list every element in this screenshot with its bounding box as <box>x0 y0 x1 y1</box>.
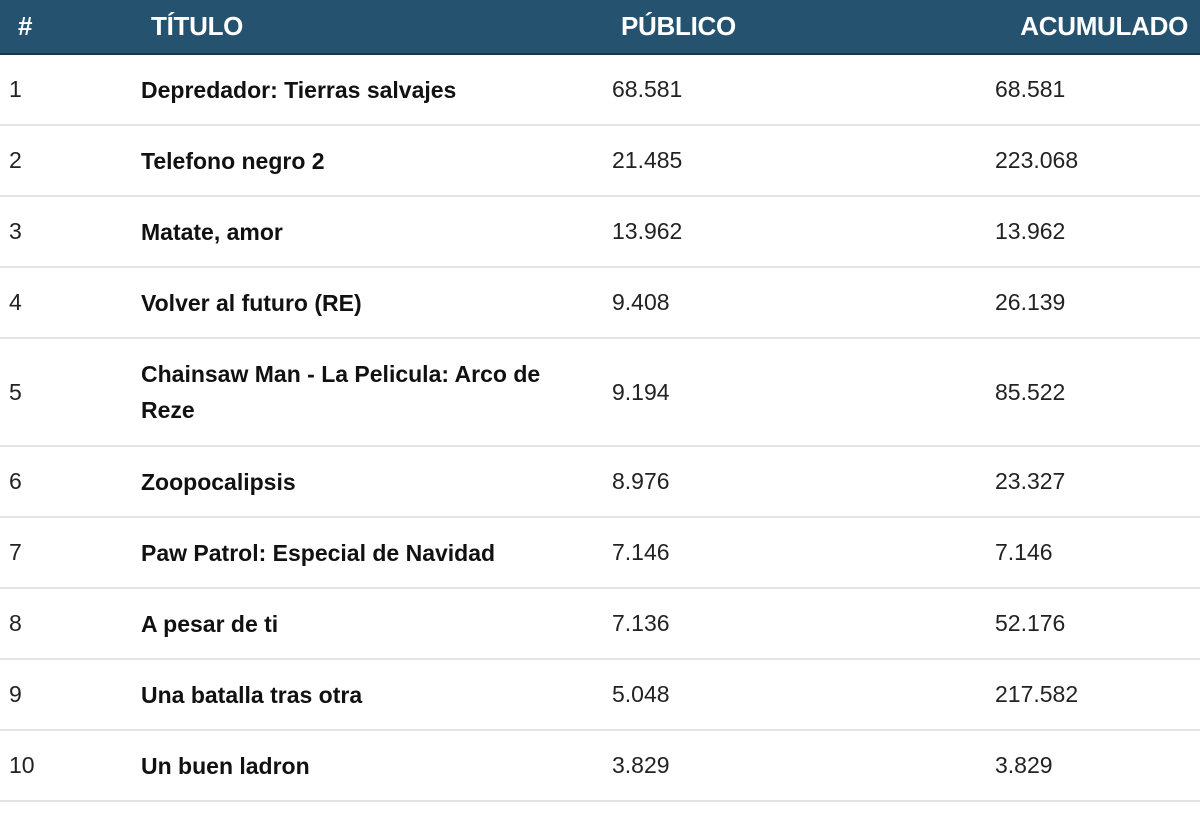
audience-cell: 13.962 <box>600 196 983 268</box>
rank-cell: 9 <box>0 659 141 731</box>
cumulative-cell: 13.962 <box>983 196 1200 268</box>
title-cell: Chainsaw Man - La Pelicula: Arco de Reze <box>141 338 600 447</box>
table-header: # TÍTULO PÚBLICO ACUMULADO <box>0 0 1200 54</box>
rank-cell: 7 <box>0 517 141 589</box>
table-row: 7 Paw Patrol: Especial de Navidad 7.146 … <box>0 517 1200 589</box>
table-row: 9 Una batalla tras otra 5.048 217.582 <box>0 659 1200 731</box>
rank-cell: 2 <box>0 125 141 197</box>
audience-cell: 7.136 <box>600 588 983 660</box>
rank-cell: 3 <box>0 196 141 268</box>
table-row: 5 Chainsaw Man - La Pelicula: Arco de Re… <box>0 338 1200 447</box>
title-cell: Zoopocalipsis <box>141 446 600 518</box>
cumulative-cell: 217.582 <box>983 659 1200 731</box>
rank-cell: 8 <box>0 588 141 660</box>
audience-cell: 7.146 <box>600 517 983 589</box>
title-cell: A pesar de ti <box>141 588 600 660</box>
cumulative-cell: 223.068 <box>983 125 1200 197</box>
cumulative-cell: 7.146 <box>983 517 1200 589</box>
cumulative-cell: 68.581 <box>983 54 1200 126</box>
audience-cell: 5.048 <box>600 659 983 731</box>
rank-cell: 5 <box>0 338 141 447</box>
audience-cell: 68.581 <box>600 54 983 126</box>
table-body: 1 Depredador: Tierras salvajes 68.581 68… <box>0 54 1200 802</box>
header-row: # TÍTULO PÚBLICO ACUMULADO <box>0 0 1200 54</box>
audience-cell: 21.485 <box>600 125 983 197</box>
table-row: 8 A pesar de ti 7.136 52.176 <box>0 588 1200 660</box>
title-cell: Matate, amor <box>141 196 600 268</box>
header-cumulative[interactable]: ACUMULADO <box>1020 11 1188 41</box>
table-row: 2 Telefono negro 2 21.485 223.068 <box>0 125 1200 197</box>
rank-cell: 6 <box>0 446 141 518</box>
table-row: 4 Volver al futuro (RE) 9.408 26.139 <box>0 267 1200 339</box>
cumulative-cell: 26.139 <box>983 267 1200 339</box>
audience-cell: 9.408 <box>600 267 983 339</box>
header-title[interactable]: TÍTULO <box>151 11 244 41</box>
title-cell: Telefono negro 2 <box>141 125 600 197</box>
title-cell: Paw Patrol: Especial de Navidad <box>141 517 600 589</box>
rank-cell: 4 <box>0 267 141 339</box>
table-row: 6 Zoopocalipsis 8.976 23.327 <box>0 446 1200 518</box>
cumulative-cell: 3.829 <box>983 730 1200 802</box>
table-row: 10 Un buen ladron 3.829 3.829 <box>0 730 1200 802</box>
title-cell: Un buen ladron <box>141 730 600 802</box>
rank-cell: 1 <box>0 54 141 126</box>
box-office-table: # TÍTULO PÚBLICO ACUMULADO 1 Depredador:… <box>0 0 1200 802</box>
table-row: 1 Depredador: Tierras salvajes 68.581 68… <box>0 54 1200 126</box>
title-cell: Volver al futuro (RE) <box>141 267 600 339</box>
rank-cell: 10 <box>0 730 141 802</box>
cumulative-cell: 52.176 <box>983 588 1200 660</box>
header-rank[interactable]: # <box>18 11 33 41</box>
header-audience[interactable]: PÚBLICO <box>621 11 736 41</box>
title-cell: Una batalla tras otra <box>141 659 600 731</box>
cumulative-cell: 23.327 <box>983 446 1200 518</box>
audience-cell: 9.194 <box>600 338 983 447</box>
audience-cell: 8.976 <box>600 446 983 518</box>
audience-cell: 3.829 <box>600 730 983 802</box>
cumulative-cell: 85.522 <box>983 338 1200 447</box>
table-row: 3 Matate, amor 13.962 13.962 <box>0 196 1200 268</box>
title-cell: Depredador: Tierras salvajes <box>141 54 600 126</box>
